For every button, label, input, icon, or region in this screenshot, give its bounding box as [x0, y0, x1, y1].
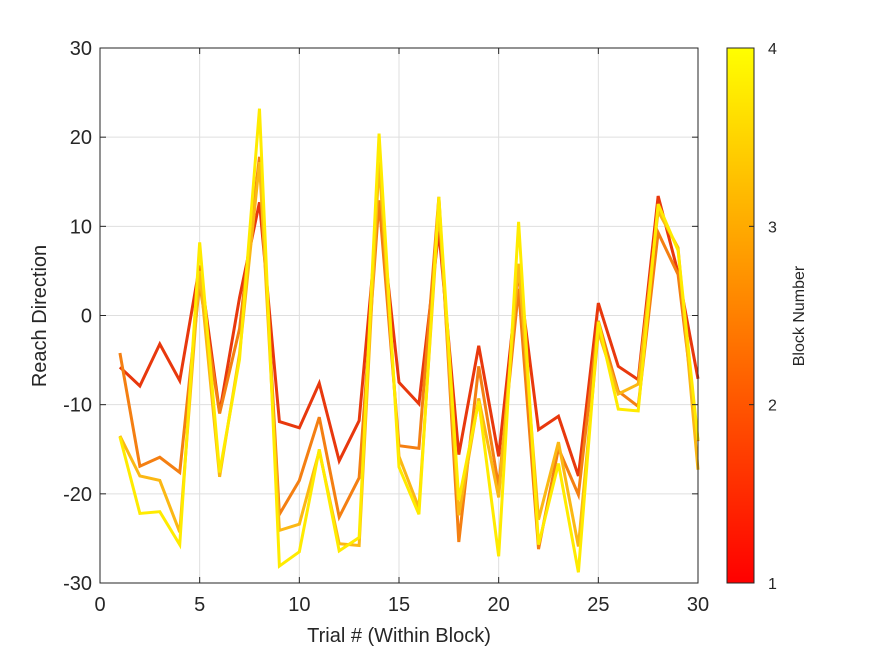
- y-tick-label: 10: [70, 216, 92, 238]
- x-axis-label: Trial # (Within Block): [307, 625, 491, 647]
- x-tick-label: 20: [488, 594, 510, 616]
- plot-area: 0 5 10 15 20 25 30 -30 -20 -10 0 10 20 30: [63, 38, 709, 616]
- colorbar-gradient: [726, 47, 755, 584]
- x-tick-label: 30: [687, 594, 709, 616]
- colorbar-ticks: 1 2 3 4: [749, 41, 777, 593]
- colorbar-tick-label: 2: [768, 398, 777, 415]
- axis-ticks: 0 5 10 15 20 25 30 -30 -20 -10 0 10 20 30: [63, 38, 709, 616]
- colorbar-tick-label: 1: [768, 576, 777, 593]
- grid-lines: [100, 48, 698, 583]
- y-tick-label: -30: [63, 573, 92, 595]
- colorbar-label: Block Number: [791, 265, 808, 366]
- y-tick-label: 0: [81, 306, 92, 328]
- colorbar: 1 2 3 4 Block Number: [726, 41, 808, 593]
- colorbar-tick-label: 4: [768, 41, 777, 58]
- series-line: [118, 108, 700, 573]
- x-tick-label: 15: [388, 594, 410, 616]
- x-tick-label: 10: [288, 594, 310, 616]
- y-axis-label: Reach Direction: [29, 245, 51, 387]
- y-tick-label: 20: [70, 127, 92, 149]
- colorbar-tick-label: 3: [768, 219, 777, 236]
- x-tick-label: 0: [94, 594, 105, 616]
- x-tick-label: 25: [587, 594, 609, 616]
- y-tick-label: -10: [63, 395, 92, 417]
- series-lines: [118, 108, 700, 573]
- x-tick-label: 5: [194, 594, 205, 616]
- y-tick-label: -20: [63, 484, 92, 506]
- y-tick-label: 30: [70, 38, 92, 60]
